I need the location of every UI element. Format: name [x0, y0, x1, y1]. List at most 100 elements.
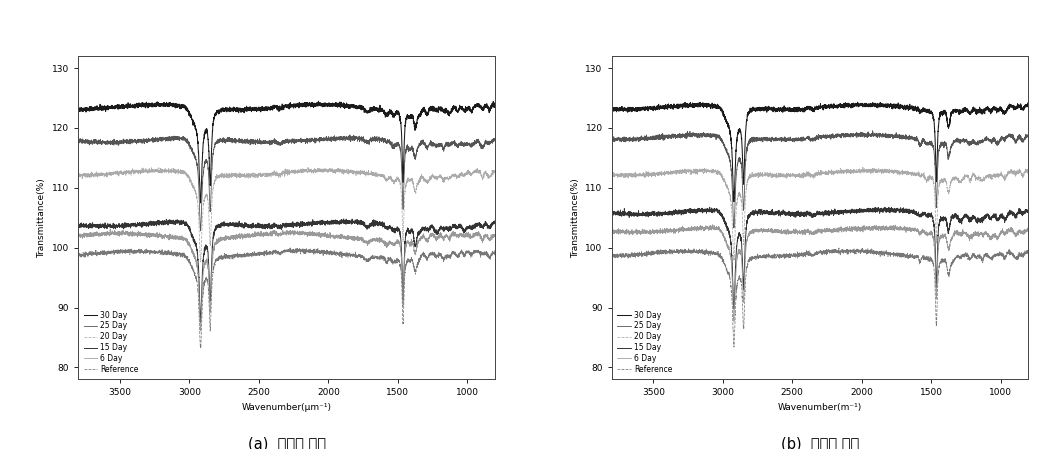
30 Day [194, 200, 207, 206]
25 Day [72, 138, 85, 143]
Reference [455, 247, 468, 253]
25 Day [476, 144, 489, 149]
15 Day [247, 222, 260, 228]
15 Day [804, 211, 816, 216]
25 Day [804, 137, 816, 143]
6 Day [784, 230, 797, 235]
Reference [284, 245, 296, 251]
6 Day [455, 233, 468, 238]
30 Day [375, 108, 387, 114]
15 Day [194, 320, 207, 325]
Text: (b)  표면층 소재: (b) 표면층 소재 [781, 436, 859, 449]
Reference [476, 251, 489, 256]
Line: 30 Day: 30 Day [612, 102, 1028, 202]
25 Day [375, 136, 387, 142]
25 Day [247, 139, 260, 145]
20 Day [455, 172, 468, 177]
30 Day [781, 106, 793, 112]
Y-axis label: Transmittance(%): Transmittance(%) [38, 178, 47, 258]
15 Day [455, 223, 468, 228]
25 Day [194, 228, 207, 233]
20 Day [72, 173, 85, 179]
6 Day [476, 238, 489, 243]
Line: 15 Day: 15 Day [612, 207, 1028, 309]
30 Day [784, 105, 797, 110]
25 Day [989, 136, 1001, 142]
20 Day [606, 174, 618, 180]
Reference [606, 253, 618, 259]
X-axis label: Wavenumber(m⁻¹): Wavenumber(m⁻¹) [778, 403, 862, 412]
Y-axis label: Transmittance(%): Transmittance(%) [571, 178, 579, 258]
25 Day [1010, 138, 1022, 144]
Reference [247, 253, 260, 259]
15 Day [784, 212, 797, 217]
25 Day [1022, 133, 1035, 138]
Line: 15 Day: 15 Day [78, 219, 495, 322]
Text: (a)  지지층 소재: (a) 지지층 소재 [247, 436, 326, 449]
20 Day [784, 173, 797, 178]
6 Day [804, 229, 816, 235]
6 Day [251, 233, 263, 238]
20 Day [989, 174, 1001, 179]
30 Day [728, 199, 740, 204]
30 Day [247, 107, 260, 112]
Line: 6 Day: 6 Day [612, 225, 1028, 321]
Reference [781, 254, 793, 259]
6 Day [375, 239, 387, 244]
Reference [856, 245, 869, 251]
30 Day [312, 98, 325, 104]
Line: Reference: Reference [78, 248, 495, 348]
30 Day [1010, 105, 1022, 110]
6 Day [270, 233, 283, 238]
20 Day [302, 164, 314, 169]
6 Day [728, 319, 740, 324]
20 Day [728, 257, 740, 263]
30 Day [270, 105, 283, 110]
30 Day [908, 106, 921, 111]
25 Day [784, 134, 797, 140]
Reference [1010, 255, 1022, 260]
Reference [375, 253, 387, 259]
Line: Reference: Reference [612, 248, 1028, 347]
Line: 20 Day: 20 Day [78, 167, 495, 262]
30 Day [1022, 101, 1035, 107]
25 Day [455, 143, 468, 149]
Legend: 30 Day, 25 Day, 20 Day, 15 Day, 6 Day, Reference: 30 Day, 25 Day, 20 Day, 15 Day, 6 Day, R… [614, 308, 675, 377]
6 Day [989, 233, 1001, 238]
Line: 25 Day: 25 Day [78, 135, 495, 231]
30 Day [251, 106, 263, 111]
20 Day [270, 169, 283, 175]
Reference [194, 345, 207, 351]
15 Day [1010, 212, 1022, 218]
25 Day [781, 136, 793, 142]
15 Day [489, 218, 501, 224]
25 Day [908, 136, 921, 141]
6 Day [706, 222, 718, 228]
Reference [270, 251, 283, 256]
20 Day [476, 175, 489, 180]
Line: 30 Day: 30 Day [78, 101, 495, 203]
15 Day [704, 205, 716, 210]
20 Day [804, 173, 816, 178]
15 Day [606, 212, 618, 217]
30 Day [989, 106, 1001, 111]
Line: 25 Day: 25 Day [612, 131, 1028, 228]
Legend: 30 Day, 25 Day, 20 Day, 15 Day, 6 Day, Reference: 30 Day, 25 Day, 20 Day, 15 Day, 6 Day, R… [80, 308, 142, 377]
20 Day [194, 260, 207, 265]
25 Day [251, 138, 263, 144]
30 Day [489, 102, 501, 107]
Reference [728, 344, 740, 350]
Reference [908, 254, 921, 260]
15 Day [989, 213, 1001, 219]
Reference [489, 251, 501, 256]
30 Day [804, 106, 816, 111]
20 Day [489, 169, 501, 174]
6 Day [104, 226, 117, 232]
30 Day [852, 100, 864, 105]
6 Day [194, 328, 207, 334]
25 Day [489, 136, 501, 141]
6 Day [1022, 225, 1035, 231]
30 Day [476, 107, 489, 113]
30 Day [72, 106, 85, 111]
Reference [784, 251, 797, 257]
